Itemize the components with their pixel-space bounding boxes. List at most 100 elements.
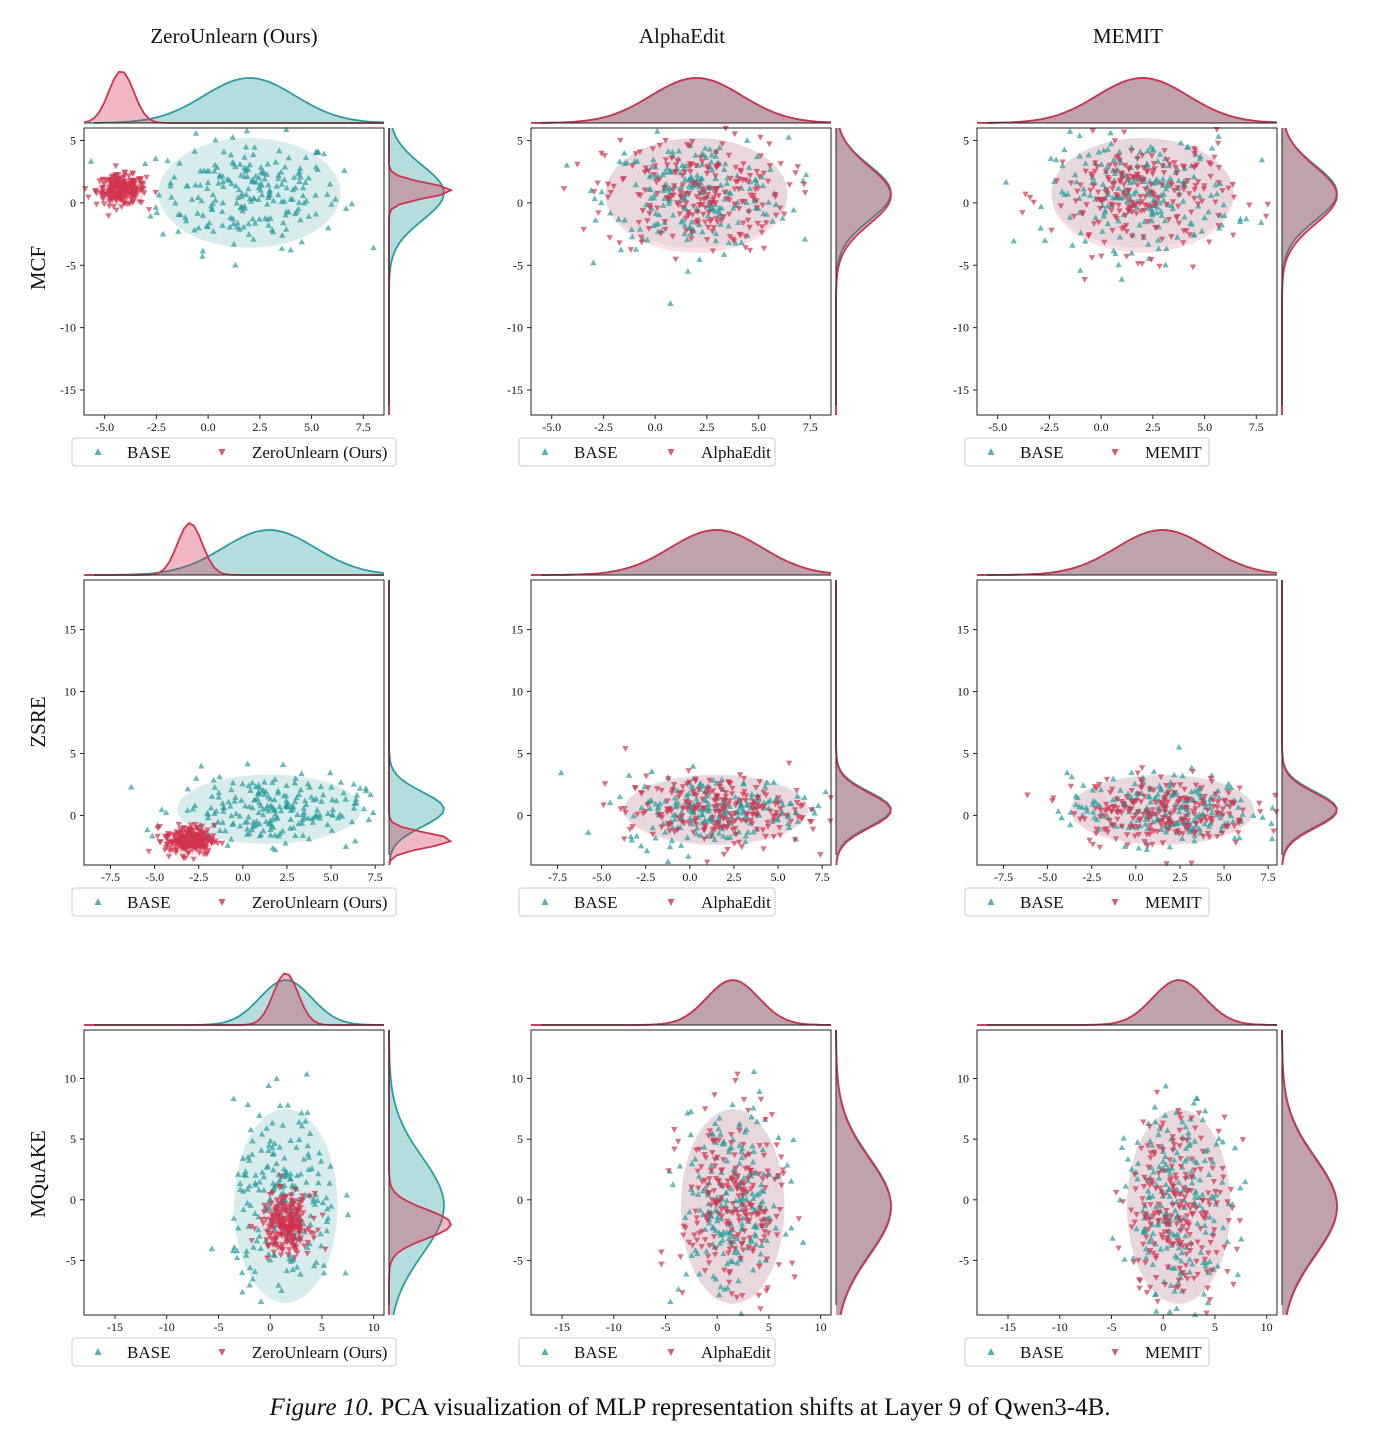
base-point — [1206, 1258, 1213, 1265]
edited-point — [758, 1223, 765, 1230]
base-point — [255, 1186, 263, 1193]
edited-point — [1153, 224, 1160, 231]
edited-point — [671, 1146, 678, 1153]
base-point — [271, 776, 279, 782]
edited-point — [1176, 796, 1183, 803]
base-point — [1212, 181, 1219, 188]
base-point — [238, 797, 245, 803]
y-tick-label: -10 — [60, 321, 76, 335]
base-point — [684, 268, 692, 274]
edited-point — [1094, 189, 1102, 196]
base-point — [337, 779, 345, 785]
x-tick-label: 7.5 — [815, 870, 830, 884]
base-point — [1148, 1141, 1156, 1148]
edited-point — [1179, 1223, 1187, 1230]
base-point — [323, 1194, 330, 1201]
edited-point — [738, 844, 745, 851]
base-point — [719, 1237, 726, 1243]
base-point — [1080, 782, 1087, 788]
base-point — [794, 818, 802, 824]
edited-point — [1201, 1216, 1209, 1222]
base-point — [229, 158, 236, 165]
y-tick-label: -10 — [953, 321, 969, 335]
edited-point — [674, 1138, 682, 1145]
edited-point — [701, 1237, 709, 1243]
edited-point — [1195, 1110, 1203, 1117]
base-point — [228, 812, 235, 819]
edited-point — [286, 1205, 293, 1212]
edited-point — [709, 1150, 716, 1156]
edited-point — [290, 1237, 297, 1244]
base-point — [695, 1191, 702, 1197]
base-point — [678, 809, 685, 815]
edited-point — [677, 1254, 684, 1261]
base-point — [1166, 1170, 1174, 1177]
base-point — [1175, 177, 1182, 184]
base-point — [1153, 175, 1160, 182]
base-point — [598, 199, 605, 206]
x-tick-label: 10 — [368, 1320, 380, 1334]
base-point — [247, 787, 254, 793]
base-point — [241, 818, 249, 825]
base-point — [1242, 1178, 1249, 1185]
edited-point — [1215, 1128, 1222, 1135]
edited-point — [1215, 212, 1222, 219]
base-point — [772, 1224, 779, 1231]
base-point — [316, 814, 323, 821]
base-point — [637, 842, 645, 849]
edited-point — [726, 1246, 733, 1253]
edited-point — [1171, 805, 1179, 812]
base-point — [715, 829, 723, 836]
base-point — [370, 244, 377, 251]
base-point — [695, 221, 703, 228]
edited-point — [729, 785, 736, 792]
legend-base-label: BASE — [1020, 443, 1063, 462]
edited-point — [665, 1168, 672, 1174]
base-point — [242, 1172, 250, 1178]
base-point — [1166, 843, 1174, 850]
base-point — [1181, 1157, 1189, 1164]
base-point — [688, 218, 695, 225]
base-point — [616, 158, 623, 165]
edited-point — [776, 1207, 784, 1213]
edited-point — [1150, 1241, 1157, 1247]
side-density-edited — [836, 1030, 891, 1315]
edited-point — [715, 193, 722, 199]
base-point — [755, 1190, 763, 1197]
edited-point — [736, 176, 743, 183]
base-point — [159, 230, 167, 237]
edited-point — [297, 1235, 304, 1242]
edited-point — [1110, 822, 1117, 828]
edited-point — [1057, 203, 1065, 210]
edited-point — [1130, 823, 1137, 830]
base-point — [1155, 1131, 1162, 1138]
edited-point — [278, 1233, 286, 1239]
edited-point — [678, 813, 686, 820]
base-point — [243, 1247, 250, 1254]
edited-point — [594, 180, 601, 187]
edited-point — [1158, 182, 1166, 188]
edited-point — [676, 790, 683, 797]
base-point — [734, 1249, 742, 1256]
edited-point — [140, 185, 147, 192]
edited-point — [1189, 768, 1196, 775]
edited-point — [1024, 792, 1031, 799]
edited-point — [1092, 831, 1100, 837]
base-point — [227, 151, 235, 158]
base-point — [1147, 1235, 1155, 1241]
edited-point — [1102, 801, 1110, 808]
x-tick-label: 5 — [319, 1320, 325, 1334]
edited-point — [706, 1242, 713, 1249]
edited-point — [1273, 809, 1280, 815]
base-point — [1108, 140, 1115, 147]
x-tick-label: 10 — [815, 1320, 827, 1334]
edited-point — [685, 802, 692, 808]
base-point — [636, 225, 644, 232]
edited-point — [1201, 794, 1208, 800]
base-point — [1236, 834, 1243, 841]
edited-point — [760, 1152, 768, 1159]
edited-point — [1172, 1285, 1179, 1291]
edited-point — [604, 194, 612, 201]
base-point — [167, 179, 174, 186]
base-point — [770, 1202, 778, 1209]
